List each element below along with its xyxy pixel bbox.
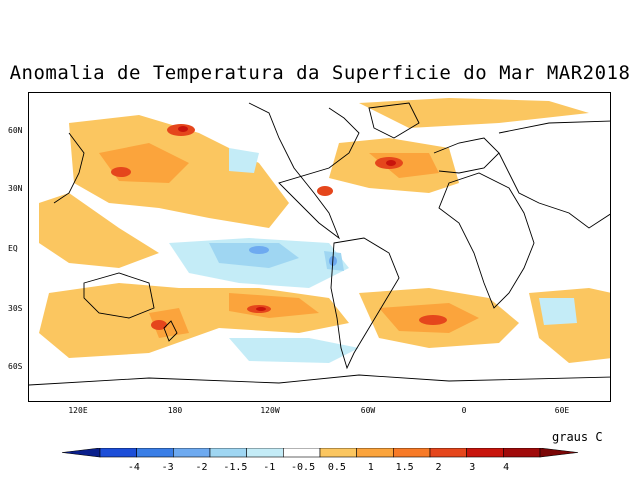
colorbar-swatch [209, 448, 247, 458]
lon-label-0: 0 [461, 406, 467, 415]
lon-label-60e: 60E [554, 406, 570, 415]
east-asia-islands [53, 132, 85, 204]
map-title: Anomalia de Temperatura da Superficie do… [9, 62, 631, 84]
units-label: graus C [552, 430, 603, 444]
colorbar-swatches [61, 448, 579, 458]
hot-warm-regions [111, 124, 447, 330]
southern-ocean-cold [229, 338, 359, 363]
arctic-warm [359, 98, 589, 128]
colorbar-swatch [393, 448, 431, 458]
australia-coast [83, 272, 155, 319]
colorbar-tick-label: -4 [127, 462, 140, 473]
coastlines [29, 102, 610, 386]
colorbar-swatch [319, 448, 357, 458]
colorbar-swatch [99, 448, 137, 458]
lon-label-60w: 60W [360, 406, 376, 415]
colorbar-tick-label: 2 [435, 462, 442, 473]
west-pacific-warm [39, 193, 159, 268]
colorbar-tick-label: 0.5 [327, 462, 346, 473]
colorbar-tick-label: -1 [263, 462, 276, 473]
north-america-coast [248, 102, 360, 240]
colorbar-tick-label: 4 [503, 462, 510, 473]
greenland-coast [368, 102, 420, 139]
colorbar-tick-label: -1.5 [223, 462, 248, 473]
lat-label-30s: 30S [8, 304, 23, 313]
lat-label-eq: EQ [8, 244, 18, 253]
colorbar-swatch [539, 448, 579, 458]
map-canvas [29, 98, 610, 386]
extreme-warm-regions [178, 126, 396, 311]
colorbar-swatch [246, 448, 284, 458]
colorbar-tick-label: -3 [161, 462, 174, 473]
colorbar-tick-label: 1 [367, 462, 374, 473]
colorbar-swatch [429, 448, 467, 458]
colorbar-swatch [466, 448, 504, 458]
colorbar-swatch [136, 448, 174, 458]
colorbar-tick-label: -0.5 [291, 462, 316, 473]
lat-label-60n: 60N [8, 126, 23, 135]
asia-coast [498, 120, 610, 229]
colorbar-swatch [503, 448, 541, 458]
antarctica-coast [29, 374, 610, 386]
colorbar-tick-label: 1.5 [395, 462, 414, 473]
colorbar [61, 448, 579, 458]
colorbar-tick-label: 3 [469, 462, 476, 473]
lat-label-30n: 30N [8, 184, 23, 193]
colorbar-swatch [283, 448, 321, 458]
colorbar-swatch [61, 448, 101, 458]
new-zealand-coast [163, 320, 178, 342]
africa-coast [438, 172, 535, 309]
lon-label-180: 180 [167, 406, 183, 415]
colorbar-swatch [356, 448, 394, 458]
indian-cold [539, 298, 577, 325]
sst-anomaly-map [28, 92, 611, 402]
lat-label-60s: 60S [8, 362, 23, 371]
lon-label-120w: 120W [260, 406, 280, 415]
north-pacific-cold [229, 148, 259, 173]
colorbar-swatch [173, 448, 211, 458]
colorbar-tick-label: -2 [195, 462, 208, 473]
south-america-coast [330, 237, 400, 370]
warm-anomaly-regions [39, 98, 610, 363]
lon-label-120e: 120E [68, 406, 88, 415]
